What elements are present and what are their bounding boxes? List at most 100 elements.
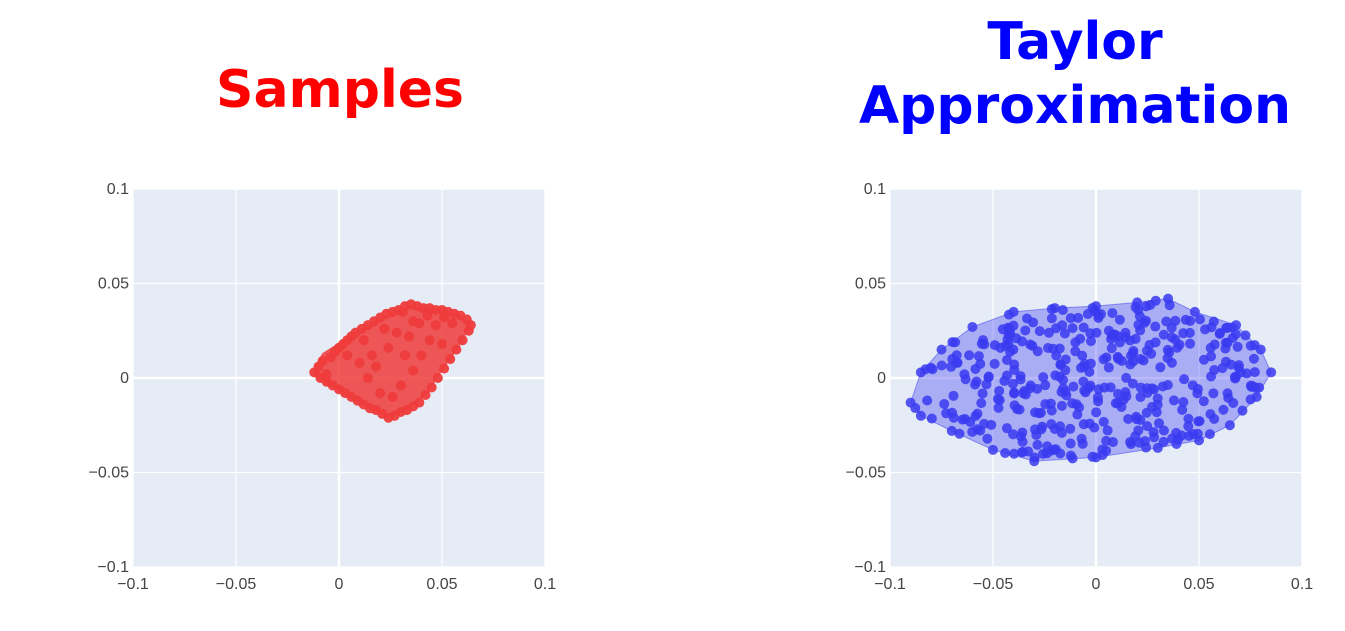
data-point	[1178, 397, 1189, 408]
data-point	[1076, 433, 1087, 444]
data-point	[1102, 425, 1113, 436]
y-tick-label: −0.1	[854, 559, 886, 576]
data-point	[960, 374, 971, 385]
data-point	[1142, 387, 1153, 398]
data-point	[1077, 350, 1088, 361]
data-point	[976, 338, 987, 349]
data-point	[1163, 293, 1174, 304]
data-point	[1092, 392, 1103, 403]
data-point	[954, 428, 965, 439]
data-point	[1043, 343, 1054, 354]
data-point	[1171, 439, 1182, 450]
data-point	[1246, 381, 1257, 392]
data-point	[1198, 396, 1209, 407]
data-point	[950, 337, 961, 348]
y-tick-label: −0.1	[97, 559, 129, 576]
data-point	[1230, 329, 1241, 340]
data-point	[1183, 413, 1194, 424]
x-tick-label: −0.05	[973, 576, 1014, 593]
data-point	[1065, 313, 1076, 324]
data-point	[1237, 405, 1248, 416]
data-point	[999, 375, 1010, 386]
data-point	[1133, 425, 1144, 436]
data-point	[420, 390, 431, 401]
data-point	[1060, 354, 1071, 365]
data-point	[404, 331, 415, 342]
data-point	[1057, 305, 1068, 316]
data-point	[922, 395, 933, 406]
data-point	[1056, 400, 1067, 411]
data-point	[1098, 354, 1109, 365]
data-point	[432, 373, 443, 383]
data-point	[399, 350, 410, 361]
data-point	[445, 354, 456, 365]
data-point	[397, 306, 408, 317]
data-point	[1017, 336, 1028, 347]
data-point	[463, 325, 474, 336]
data-point	[1009, 388, 1020, 399]
samples-plot: −0.1−0.1 −0.05 −0.05 0 0 0.05 0.05 0.1 0.1	[89, 181, 557, 593]
data-point	[1222, 322, 1233, 333]
data-point	[971, 376, 982, 387]
data-point	[1067, 453, 1078, 464]
data-point	[1019, 386, 1030, 397]
y-tick-label: 0.1	[864, 181, 886, 198]
data-point	[982, 433, 993, 444]
data-point	[1178, 328, 1189, 339]
data-point	[391, 327, 402, 338]
data-point	[1050, 444, 1061, 455]
data-point	[983, 371, 994, 382]
data-point	[1059, 328, 1070, 339]
data-point	[1142, 421, 1153, 432]
data-point	[1188, 428, 1199, 439]
data-point	[948, 412, 959, 423]
y-tick-label: 0	[877, 370, 886, 387]
data-point	[366, 350, 377, 361]
data-point	[1245, 340, 1256, 351]
data-point	[1189, 306, 1200, 317]
data-point	[1008, 306, 1019, 317]
data-point	[1046, 419, 1057, 430]
data-point	[948, 390, 959, 401]
data-point	[1158, 329, 1169, 340]
data-point	[1009, 365, 1020, 376]
data-point	[1016, 447, 1027, 458]
data-point	[1141, 345, 1152, 356]
data-point	[1192, 383, 1203, 394]
x-tick-label: 0.05	[1183, 576, 1214, 593]
data-point	[1183, 421, 1194, 432]
data-point	[342, 350, 353, 361]
data-point	[967, 426, 978, 437]
data-point	[1194, 416, 1205, 427]
data-point	[967, 321, 978, 332]
taylor-plot: −0.1−0.1 −0.05 −0.05 0 0 0.05 0.05 0.1 0.1	[846, 181, 1314, 593]
data-point	[1001, 423, 1012, 434]
data-point	[1067, 323, 1078, 334]
x-tick-label: 0.1	[1291, 576, 1313, 593]
data-point	[1220, 343, 1231, 354]
data-point	[973, 351, 984, 362]
data-point	[1098, 416, 1109, 427]
data-point	[1020, 325, 1031, 336]
data-point	[994, 385, 1005, 396]
data-point	[424, 335, 435, 346]
data-point	[1176, 430, 1187, 441]
data-point	[1166, 332, 1177, 343]
data-point	[1032, 439, 1043, 450]
data-point	[1065, 438, 1076, 449]
data-point	[1005, 346, 1016, 357]
data-point	[1152, 393, 1163, 404]
data-point	[1125, 359, 1136, 370]
chart-title-line-1: Taylor	[987, 12, 1163, 72]
data-point	[1034, 326, 1045, 337]
data-point	[1032, 383, 1043, 394]
data-point	[1145, 300, 1156, 311]
data-point	[1114, 337, 1125, 348]
data-point	[994, 395, 1005, 406]
data-point	[951, 350, 962, 361]
data-point	[1166, 322, 1177, 333]
y-tick-label: 0.1	[107, 181, 129, 198]
data-point	[1168, 395, 1179, 406]
data-point	[1180, 314, 1191, 325]
x-tick-label: 0.1	[534, 576, 556, 593]
